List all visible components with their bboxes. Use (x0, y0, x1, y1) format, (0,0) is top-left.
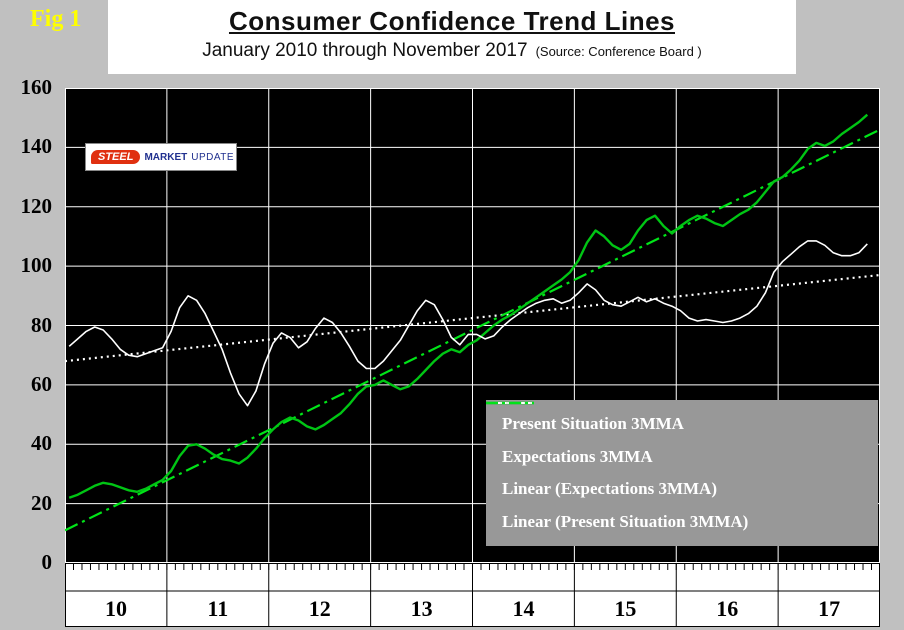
legend-item: Linear (Expectations 3MMA) (486, 402, 878, 499)
y-tick-label: 100 (20, 253, 53, 278)
legend-item: Present Situation 3MMA (486, 401, 878, 434)
x-year-label: 12 (309, 596, 331, 621)
logo-steel-text: STEEL (91, 150, 141, 164)
chart-subtitle: January 2010 through November 2017 (202, 40, 528, 61)
figure-number: Fig 1 (30, 6, 82, 32)
legend-label: Linear (Expectations 3MMA) (502, 479, 717, 499)
legend: Present Situation 3MMA Expectations 3MMA… (486, 400, 878, 546)
chart-source: (Source: Conference Board ) (535, 44, 702, 59)
y-tick-label: 80 (31, 312, 52, 337)
y-tick-label: 60 (31, 371, 52, 396)
legend-label: Expectations 3MMA (502, 446, 653, 466)
x-year-label: 10 (105, 596, 127, 621)
x-year-label: 14 (512, 596, 534, 621)
y-axis-labels: 0 20 40 60 80 100 120 140 160 (0, 75, 58, 574)
chart-header: Consumer Confidence Trend Lines January … (108, 0, 796, 74)
legend-line-sample-dashdot-green (486, 401, 534, 405)
logo-market-text: MARKET (144, 151, 188, 163)
logo-update-text: UPDATE (191, 151, 235, 163)
legend-label: Present Situation 3MMA (502, 414, 684, 434)
x-year-label: 15 (614, 596, 636, 621)
x-year-label: 11 (207, 596, 228, 621)
chart-subtitle-row: January 2010 through November 2017 (Sourc… (108, 40, 796, 62)
y-tick-label: 140 (20, 134, 53, 159)
legend-label: Linear (Present Situation 3MMA) (502, 511, 749, 531)
y-tick-label: 40 (31, 431, 52, 456)
y-tick-label: 120 (20, 193, 53, 218)
x-axis: 10 11 12 13 14 15 16 17 (64, 563, 881, 627)
x-year-label: 16 (716, 596, 738, 621)
smu-logo: STEEL MARKET UPDATE (85, 143, 237, 171)
legend-item: Linear (Present Situation 3MMA) (486, 401, 878, 532)
x-year-label: 13 (411, 596, 433, 621)
chart-title: Consumer Confidence Trend Lines (228, 6, 675, 36)
x-axis-canvas: 10 11 12 13 14 15 16 17 (64, 563, 881, 627)
plot-area: STEEL MARKET UPDATE Present Situation 3M… (65, 88, 880, 563)
y-tick-label: 0 (41, 550, 53, 574)
legend-item: Expectations 3MMA (486, 402, 878, 467)
x-year-label: 17 (818, 596, 840, 621)
y-tick-label: 20 (31, 490, 52, 515)
y-tick-label: 160 (20, 75, 53, 99)
